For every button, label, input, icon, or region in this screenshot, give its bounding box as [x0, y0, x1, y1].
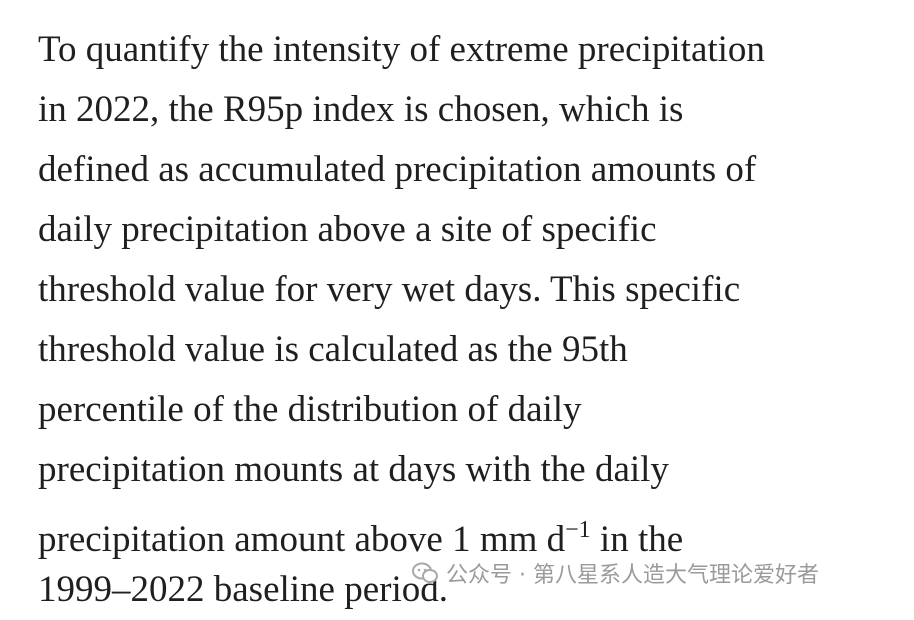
paragraph: To quantify the intensity of extreme pre… [38, 20, 908, 620]
text-run: in 2022, the R95p index is chosen, which… [38, 89, 684, 130]
text-line: daily precipitation above a site of spec… [38, 200, 908, 260]
text-line: precipitation amount above 1 mm d−1 in t… [38, 500, 908, 560]
watermark-text: 公众号 · 第八星系人造大气理论爱好者 [446, 563, 819, 588]
text-run: in the [590, 519, 684, 560]
text-line: To quantify the intensity of extreme pre… [38, 20, 908, 80]
text-line: 1999–2022 baseline period. [38, 560, 908, 620]
text-line: percentile of the distribution of daily [38, 380, 908, 440]
superscript: −1 [565, 517, 591, 543]
text-run: daily precipitation above a site of spec… [38, 209, 657, 250]
text-run: precipitation amount above 1 mm d [38, 519, 566, 560]
text-line: precipitation mounts at days with the da… [38, 440, 908, 500]
watermark: 公众号 · 第八星系人造大气理论爱好者 [412, 556, 819, 590]
text-run: threshold value for very wet days. This … [38, 269, 741, 310]
text-line: threshold value is calculated as the 95t… [38, 320, 908, 380]
text-run: 1999–2022 baseline period. [38, 569, 448, 610]
text-line: in 2022, the R95p index is chosen, which… [38, 80, 908, 140]
text-run: threshold value is calculated as the 95t… [38, 329, 628, 370]
text-line: threshold value for very wet days. This … [38, 260, 908, 320]
text-run: precipitation mounts at days with the da… [38, 449, 669, 490]
text-run: defined as accumulated precipitation amo… [38, 149, 757, 190]
text-run: To quantify the intensity of extreme pre… [38, 29, 765, 70]
watermark-icon [412, 562, 438, 583]
text-run: percentile of the distribution of daily [38, 389, 582, 430]
text-line: defined as accumulated precipitation amo… [38, 140, 908, 200]
